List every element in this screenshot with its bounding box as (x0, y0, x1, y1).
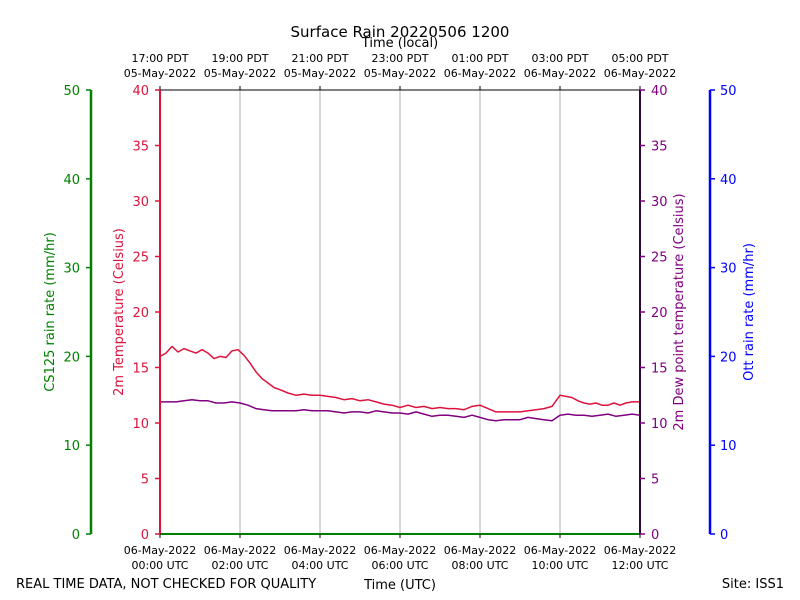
x-tick-label-utc: 02:00 UTC (211, 559, 268, 572)
ott-tick-label: 50 (720, 84, 737, 99)
dew-tick-label: 35 (651, 140, 668, 155)
cs125-tick-label: 0 (72, 528, 80, 543)
x-tick-label-local-date: 06-May-2022 (524, 67, 596, 80)
x-tick-label-utc: 08:00 UTC (451, 559, 508, 572)
grid-lines (239, 90, 561, 534)
cs125-tick-label: 50 (63, 84, 80, 99)
x-tick-label-local-date: 05-May-2022 (124, 67, 196, 80)
x-tick-label-date: 06-May-2022 (204, 544, 276, 557)
cs125-tick-label: 40 (63, 173, 80, 188)
chart-title: Surface Rain 20220506 1200 (291, 23, 510, 41)
x-tick-label-date: 06-May-2022 (124, 544, 196, 557)
dew-tick-label: 40 (651, 84, 668, 99)
x-tick-label-date: 06-May-2022 (604, 544, 676, 557)
top-axis-label: Time (local) (361, 36, 438, 51)
dew-tick-label: 0 (651, 528, 659, 543)
x-tick-label-local-time: 05:00 PDT (611, 52, 668, 65)
x-tick-label-local-date: 05-May-2022 (364, 67, 436, 80)
x-tick-label-local-date: 06-May-2022 (604, 67, 676, 80)
cs125-tick-label: 20 (63, 350, 80, 365)
ott-axis-label: Ott rain rate (mm/hr) (742, 243, 757, 381)
x-tick-label-local-date: 05-May-2022 (284, 67, 356, 80)
cs125-tick-label: 10 (63, 439, 80, 454)
axis-ticks: 06-May-2022 00:00 UTC 17:00 PDT 05-May-2022… (63, 52, 736, 572)
x-tick-label-date: 06-May-2022 (444, 544, 516, 557)
ott-tick-label: 10 (720, 439, 737, 454)
ott-tick-label: 20 (720, 350, 737, 365)
x-tick-label-utc: 06:00 UTC (371, 559, 428, 572)
temp-axis-label: 2m Temperature (Celsius) (112, 228, 127, 396)
x-tick-label-local-date: 05-May-2022 (204, 67, 276, 80)
temp-tick-label: 30 (132, 195, 149, 210)
x-tick-label-local-date: 06-May-2022 (444, 67, 516, 80)
x-tick-label-utc: 00:00 UTC (131, 559, 188, 572)
x-tick-label-local-time: 19:00 PDT (211, 52, 268, 65)
ott-tick-label: 40 (720, 173, 737, 188)
cs125-tick-label: 30 (63, 262, 80, 277)
site-label: Site: ISS1 (722, 577, 784, 592)
temp-tick-label: 35 (132, 140, 149, 155)
x-tick-label-date: 06-May-2022 (524, 544, 596, 557)
x-tick-label-date: 06-May-2022 (284, 544, 356, 557)
temp-tick-label: 20 (132, 306, 149, 321)
quality-disclaimer: REAL TIME DATA, NOT CHECKED FOR QUALITY (16, 577, 316, 592)
series-line-2m-temperature (159, 345, 640, 413)
temp-tick-label: 0 (141, 528, 149, 543)
x-tick-label-date: 06-May-2022 (364, 544, 436, 557)
temp-tick-label: 40 (132, 84, 149, 99)
dew-tick-label: 20 (651, 306, 668, 321)
dew-tick-label: 30 (651, 195, 668, 210)
series-lines (159, 345, 641, 422)
dew-axis-label: 2m Dew point temperature (Celsius) (672, 193, 687, 430)
x-tick-label-local-time: 21:00 PDT (291, 52, 348, 65)
temp-tick-label: 25 (132, 251, 149, 266)
ott-tick-label: 30 (720, 262, 737, 277)
x-tick-label-local-time: 01:00 PDT (451, 52, 508, 65)
x-tick-label-utc: 12:00 UTC (611, 559, 668, 572)
x-tick-label-utc: 10:00 UTC (531, 559, 588, 572)
temp-tick-label: 5 (141, 473, 149, 488)
cs125-axis-label: CS125 rain rate (mm/hr) (43, 232, 58, 392)
x-tick-label-local-time: 17:00 PDT (131, 52, 188, 65)
x-tick-label-local-time: 23:00 PDT (371, 52, 428, 65)
x-tick-label-local-time: 03:00 PDT (531, 52, 588, 65)
dew-tick-label: 25 (651, 251, 668, 266)
temp-tick-label: 15 (132, 362, 149, 377)
dew-tick-label: 15 (651, 362, 668, 377)
dew-tick-label: 5 (651, 473, 659, 488)
series-line-2m-dew-point-temperature (160, 398, 641, 422)
x-tick-label-utc: 04:00 UTC (291, 559, 348, 572)
ott-tick-label: 0 (720, 528, 728, 543)
dew-tick-label: 10 (651, 417, 668, 432)
temp-tick-label: 10 (132, 417, 149, 432)
x-axis-label: Time (UTC) (363, 578, 436, 593)
